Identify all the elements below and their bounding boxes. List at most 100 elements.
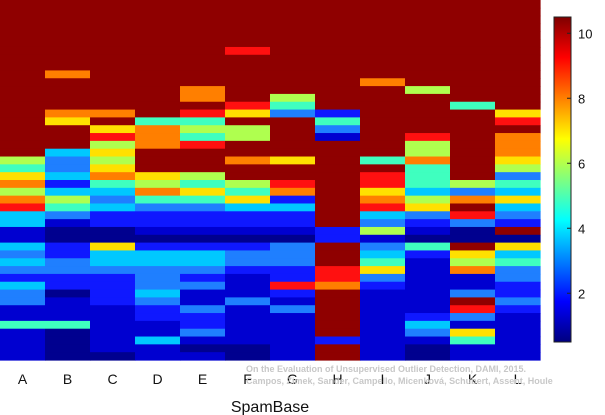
- heatmap-cell: [450, 273, 496, 283]
- heatmap-cell: [135, 203, 181, 212]
- heatmap-cell: [180, 219, 226, 228]
- heatmap-cell: [135, 62, 181, 72]
- heatmap-cell: [225, 187, 271, 197]
- heatmap-cell: [180, 86, 226, 95]
- heatmap-cell: [90, 125, 136, 134]
- heatmap-cell: [45, 101, 91, 111]
- heatmap-cell: [315, 211, 361, 220]
- heatmap-cell: [405, 352, 451, 361]
- heatmap-cell: [315, 140, 361, 150]
- heatmap-cell: [360, 148, 406, 158]
- heatmap-cell: [90, 266, 136, 275]
- x-tick-label: E: [198, 371, 207, 387]
- heatmap-cell: [45, 281, 91, 291]
- x-tick-label: A: [18, 371, 28, 387]
- heatmap-cell: [0, 156, 46, 165]
- heatmap-cell: [315, 187, 361, 197]
- heatmap-cell: [225, 289, 271, 298]
- heatmap-cell: [495, 219, 541, 228]
- heatmap-cell: [135, 23, 181, 32]
- heatmap-cell: [135, 15, 181, 25]
- heatmap-cell: [270, 39, 316, 48]
- heatmap-cell: [135, 78, 181, 87]
- heatmap-cell: [450, 101, 496, 111]
- x-tick-label: H: [332, 371, 342, 387]
- heatmap-cell: [270, 133, 316, 142]
- heatmap-cell: [360, 70, 406, 79]
- heatmap-cell: [315, 78, 361, 87]
- x-tick-label: J: [424, 371, 431, 387]
- heatmap-cell: [495, 187, 541, 197]
- heatmap-cell: [0, 219, 46, 228]
- heatmap-cell: [270, 258, 316, 267]
- heatmap-cell: [495, 39, 541, 48]
- heatmap-cell: [270, 211, 316, 220]
- heatmap-cell: [360, 31, 406, 40]
- heatmap-cell: [180, 242, 226, 252]
- heatmap-cell: [270, 273, 316, 283]
- heatmap-cell: [180, 109, 226, 118]
- heatmap-cell: [0, 7, 46, 17]
- heatmap-cell: [405, 125, 451, 134]
- heatmap-cell: [225, 242, 271, 252]
- heatmap-cell: [135, 352, 181, 361]
- heatmap-cell: [270, 62, 316, 72]
- heatmap-cell: [45, 7, 91, 17]
- heatmap-cell: [270, 164, 316, 173]
- heatmap-cell: [225, 273, 271, 283]
- x-tick-label: K: [468, 371, 478, 387]
- heatmap-cell: [45, 242, 91, 252]
- heatmap-cell: [135, 226, 181, 236]
- heatmap-cell: [270, 46, 316, 56]
- heatmap-cell: [90, 305, 136, 314]
- heatmap-cell: [405, 39, 451, 48]
- heatmap-cell: [45, 78, 91, 87]
- heatmap-cell: [90, 7, 136, 17]
- heatmap-cell: [450, 62, 496, 72]
- heatmap-cell: [270, 320, 316, 330]
- heatmap-cell: [495, 148, 541, 158]
- heatmap-cell: [495, 15, 541, 25]
- heatmap-cell: [225, 46, 271, 56]
- heatmap-cell: [225, 352, 271, 361]
- heatmap-cell: [90, 23, 136, 32]
- heatmap-cell: [135, 313, 181, 322]
- heatmap-cell: [0, 266, 46, 275]
- heatmap-cell: [45, 133, 91, 142]
- watermark-line-1: On the Evaluation of Unsupervised Outlie…: [246, 364, 526, 374]
- x-tick-label: D: [152, 371, 162, 387]
- heatmap-cell: [270, 54, 316, 64]
- heatmap-cell: [135, 148, 181, 158]
- heatmap-cell: [225, 250, 271, 259]
- heatmap-cell: [90, 234, 136, 244]
- heatmap-cell: [45, 187, 91, 197]
- heatmap-cell: [405, 242, 451, 252]
- heatmap-cell: [315, 164, 361, 173]
- heatmap-cell: [0, 320, 46, 330]
- heatmap-cell: [0, 125, 46, 134]
- heatmap-cell: [225, 86, 271, 95]
- heatmap-cell: [0, 86, 46, 95]
- heatmap-cell: [405, 234, 451, 244]
- heatmap-cell: [225, 7, 271, 17]
- heatmap-cell: [180, 7, 226, 17]
- heatmap-cell: [270, 180, 316, 189]
- heatmap-cell: [45, 23, 91, 32]
- heatmap-cell: [360, 7, 406, 17]
- heatmap-cell: [270, 86, 316, 95]
- heatmap-cell: [90, 336, 136, 345]
- heatmap-cell: [0, 46, 46, 56]
- heatmap-cell: [270, 195, 316, 205]
- heatmap-cell: [180, 172, 226, 181]
- heatmap-cell: [270, 234, 316, 244]
- heatmap-cell: [0, 281, 46, 291]
- heatmap-cell: [270, 305, 316, 314]
- x-tick-label: I: [381, 371, 385, 387]
- heatmap-cell: [45, 226, 91, 236]
- heatmap-cell: [180, 320, 226, 330]
- heatmap-cell: [450, 31, 496, 40]
- heatmap-cell: [450, 133, 496, 142]
- heatmap-cell: [360, 101, 406, 111]
- heatmap-cell: [90, 117, 136, 126]
- heatmap-cell: [450, 297, 496, 306]
